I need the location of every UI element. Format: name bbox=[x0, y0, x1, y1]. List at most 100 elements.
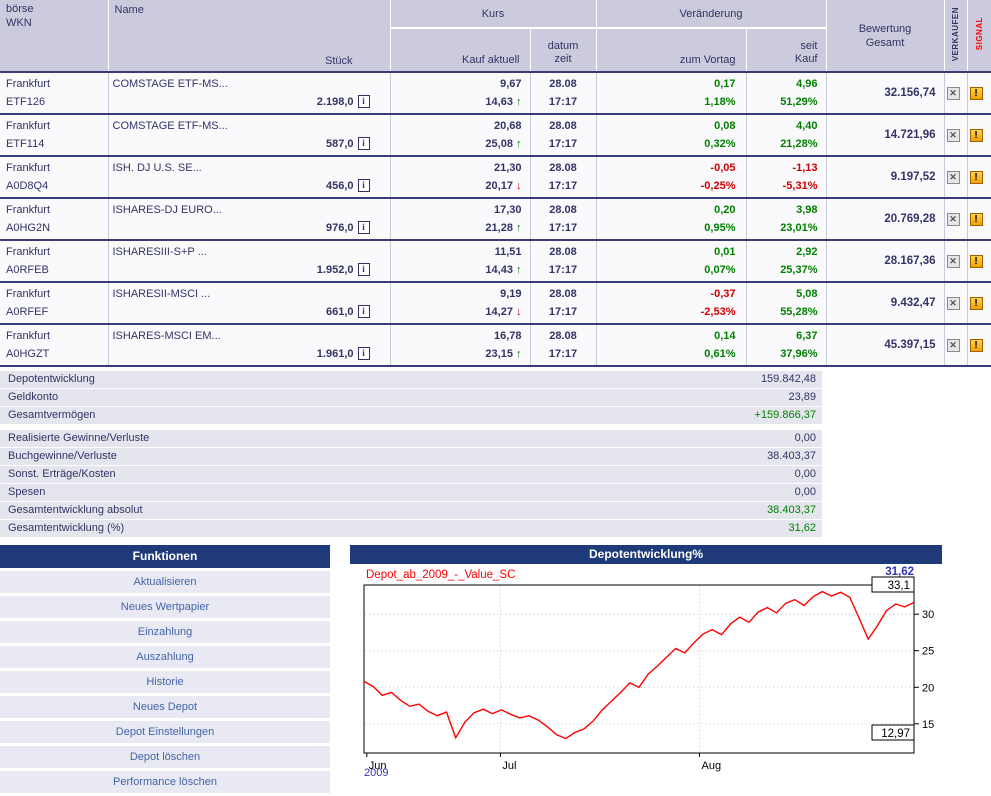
info-icon[interactable]: i bbox=[357, 137, 370, 150]
trend-arrow-icon: ↓ bbox=[516, 306, 522, 318]
security-name[interactable]: COMSTAGE ETF-MS... bbox=[112, 78, 228, 90]
summary-row: Realisierte Gewinne/Verluste 0,00 bbox=[0, 430, 822, 447]
info-icon[interactable]: i bbox=[357, 221, 370, 234]
header-zeit-label: zeit bbox=[554, 53, 572, 65]
total-valuation: 20.769,28 bbox=[825, 198, 944, 240]
quote-time: 17:17 bbox=[548, 180, 578, 192]
sell-icon[interactable]: ✕ bbox=[946, 338, 960, 352]
info-icon[interactable]: i bbox=[357, 305, 370, 318]
signal-warning-icon[interactable]: ! bbox=[969, 86, 983, 100]
change-day-pct: -2,53% bbox=[700, 306, 736, 318]
info-icon[interactable]: i bbox=[357, 179, 370, 192]
change-day-abs: 0,01 bbox=[714, 246, 736, 258]
col-header-verkaufen: VERKAUFEN bbox=[943, 0, 967, 72]
col-header-boerse-wkn[interactable]: börse WKN bbox=[0, 0, 108, 72]
col-header-datum-zeit[interactable]: datum zeit bbox=[529, 28, 596, 72]
change-day-pct: 0,32% bbox=[704, 138, 736, 150]
trend-arrow-icon: ↓ bbox=[516, 180, 522, 192]
security-name[interactable]: ISHARESIII-S+P ... bbox=[112, 246, 207, 258]
change-since-buy-abs: 5,08 bbox=[796, 288, 818, 300]
holding-row: Frankfurt A0HGZT ISHARES-MSCI EM... 1.96… bbox=[0, 324, 991, 366]
exchange-name: Frankfurt bbox=[6, 162, 51, 174]
signal-warning-icon[interactable]: ! bbox=[969, 170, 983, 184]
change-since-buy-abs: -1,13 bbox=[792, 162, 818, 174]
header-kurs-label: Kurs bbox=[481, 7, 505, 20]
change-day-pct: 0,07% bbox=[704, 264, 736, 276]
col-header-zum-vortag[interactable]: zum Vortag bbox=[595, 28, 746, 72]
change-since-buy-pct: 21,28% bbox=[780, 138, 818, 150]
sell-icon[interactable]: ✕ bbox=[946, 128, 960, 142]
quote-date: 28.08 bbox=[549, 162, 577, 174]
sell-icon[interactable]: ✕ bbox=[946, 170, 960, 184]
summary-label: Gesamtentwicklung absolut bbox=[8, 504, 143, 516]
signal-warning-icon[interactable]: ! bbox=[969, 338, 983, 352]
quote-date: 28.08 bbox=[549, 78, 577, 90]
menu-item[interactable]: Performance löschen bbox=[0, 771, 330, 793]
col-header-seit-kauf[interactable]: seit Kauf bbox=[745, 28, 826, 72]
col-header-name-stueck[interactable]: Name Stück bbox=[107, 0, 390, 72]
svg-text:12,97: 12,97 bbox=[881, 728, 910, 740]
security-name[interactable]: ISHARES-MSCI EM... bbox=[112, 330, 221, 342]
x-tick-label: Aug bbox=[702, 760, 722, 772]
menu-item[interactable]: Neues Wertpapier bbox=[0, 596, 330, 618]
wkn-code: A0RFEF bbox=[6, 306, 49, 318]
info-icon[interactable]: i bbox=[357, 95, 370, 108]
wkn-code: ETF126 bbox=[6, 96, 46, 108]
min-value-box: 12,97 bbox=[871, 724, 915, 741]
security-name[interactable]: ISH. DJ U.S. SE... bbox=[112, 162, 202, 174]
menu-item[interactable]: Einzahlung bbox=[0, 621, 330, 643]
security-name[interactable]: ISHARESII-MSCI ... bbox=[112, 288, 211, 300]
summary-label: Gesamtentwicklung (%) bbox=[8, 522, 125, 534]
exchange-name: Frankfurt bbox=[6, 288, 51, 300]
total-valuation: 14.721,96 bbox=[825, 114, 944, 156]
signal-warning-icon[interactable]: ! bbox=[969, 296, 983, 310]
shares-count: 2.198,0 bbox=[316, 96, 354, 108]
info-icon[interactable]: i bbox=[357, 263, 370, 276]
signal-warning-icon[interactable]: ! bbox=[969, 128, 983, 142]
security-name[interactable]: COMSTAGE ETF-MS... bbox=[112, 120, 228, 132]
menu-item[interactable]: Historie bbox=[0, 671, 330, 693]
summary-row: Gesamtentwicklung (%) 31,62 bbox=[0, 520, 822, 537]
current-price: 14,43 bbox=[485, 264, 513, 276]
change-since-buy-pct: 37,96% bbox=[780, 348, 818, 360]
svg-text:33,1: 33,1 bbox=[888, 580, 910, 592]
signal-warning-icon[interactable]: ! bbox=[969, 254, 983, 268]
menu-item[interactable]: Neues Depot bbox=[0, 696, 330, 718]
summary-row: Geldkonto 23,89 bbox=[0, 389, 822, 406]
col-header-bewertung-gesamt[interactable]: Bewertung Gesamt bbox=[825, 0, 944, 72]
menu-item[interactable]: Depot Einstellungen bbox=[0, 721, 330, 743]
menu-item[interactable]: Depot löschen bbox=[0, 746, 330, 768]
sell-icon[interactable]: ✕ bbox=[946, 212, 960, 226]
security-name[interactable]: ISHARES-DJ EURO... bbox=[112, 204, 222, 216]
info-icon[interactable]: i bbox=[357, 347, 370, 360]
summary-row: Buchgewinne/Verluste 38.403,37 bbox=[0, 448, 822, 465]
current-price: 25,08 bbox=[485, 138, 513, 150]
current-price: 14,27 bbox=[485, 306, 513, 318]
total-valuation: 9.432,47 bbox=[825, 282, 944, 324]
sell-icon[interactable]: ✕ bbox=[946, 254, 960, 268]
holding-row: Frankfurt A0HG2N ISHARES-DJ EURO... 976,… bbox=[0, 198, 991, 240]
summary-value: 23,89 bbox=[788, 391, 816, 403]
shares-count: 661,0 bbox=[325, 306, 354, 318]
summary-value: 0,00 bbox=[794, 486, 816, 498]
holding-row: Frankfurt A0RFEB ISHARESIII-S+P ... 1.95… bbox=[0, 240, 991, 282]
trend-arrow-icon: ↑ bbox=[516, 348, 522, 360]
summary-label: Depotentwicklung bbox=[8, 373, 95, 385]
total-valuation: 32.156,74 bbox=[825, 72, 944, 114]
quote-time: 17:17 bbox=[548, 306, 578, 318]
col-header-veraenderung-group: Veränderung bbox=[595, 0, 826, 29]
menu-item[interactable]: Auszahlung bbox=[0, 646, 330, 668]
col-header-kauf-aktuell[interactable]: Kauf aktuell bbox=[389, 28, 530, 72]
sell-icon[interactable]: ✕ bbox=[946, 296, 960, 310]
shares-count: 456,0 bbox=[325, 180, 354, 192]
signal-warning-icon[interactable]: ! bbox=[969, 212, 983, 226]
change-day-pct: 1,18% bbox=[704, 96, 736, 108]
last-value-label: 31,62 bbox=[885, 566, 914, 578]
change-day-abs: 0,20 bbox=[714, 204, 736, 216]
quote-time: 17:17 bbox=[548, 96, 578, 108]
buy-price: 9,19 bbox=[500, 288, 522, 300]
menu-item[interactable]: Aktualisieren bbox=[0, 571, 330, 593]
shares-count: 1.952,0 bbox=[316, 264, 354, 276]
sell-icon[interactable]: ✕ bbox=[946, 86, 960, 100]
